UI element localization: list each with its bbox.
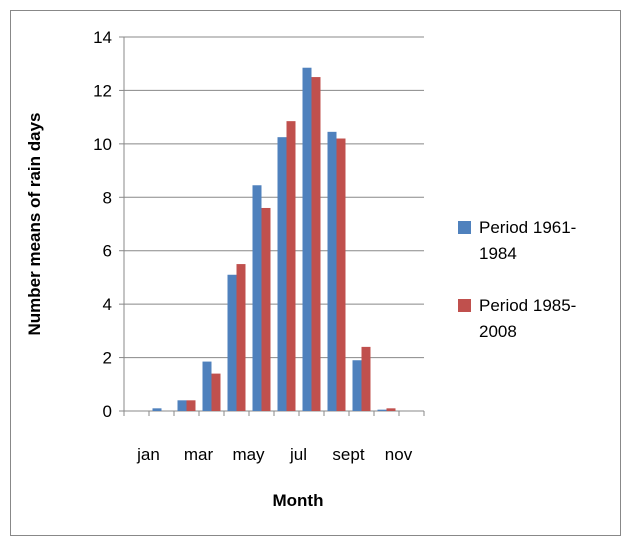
y-tick-label: 8 [103,188,112,207]
y-tick-label: 2 [103,349,112,368]
x-tick-label: nov [385,445,413,464]
bar [261,207,271,411]
bar [361,346,371,411]
legend-label: Period 1961-1984 [479,218,577,263]
y-tick-label: 0 [103,402,112,421]
y-tick-label: 12 [93,81,112,100]
bar [327,131,337,412]
y-tick-label: 6 [103,242,112,261]
bar [302,67,312,411]
bar [186,400,196,411]
legend-swatch [458,221,471,234]
y-tick-label: 10 [93,135,112,154]
y-tick-label: 4 [103,295,112,314]
x-tick-label: jan [136,445,160,464]
legend-item: Period 1961-1984 [458,215,608,267]
bar [352,360,362,411]
x-tick-label: mar [184,445,214,464]
bar [227,274,237,411]
bar [202,361,212,411]
legend-label: Period 1985-2008 [479,296,577,341]
bar [377,409,387,411]
bar [236,264,246,411]
y-tick-label: 14 [93,28,112,47]
bar [277,137,287,411]
bar [211,373,221,411]
bar [177,400,187,411]
bar [386,408,396,411]
bar [252,185,262,411]
x-tick-label: may [232,445,265,464]
x-tick-label: sept [332,445,364,464]
bar [152,408,162,411]
x-tick-label: jul [289,445,307,464]
legend-swatch [458,299,471,312]
legend-item: Period 1985-2008 [458,293,608,345]
x-axis-title: Month [273,491,324,510]
bar [286,121,296,412]
bar [311,77,321,412]
bar [336,138,346,411]
y-axis-title: Number means of rain days [25,113,44,336]
